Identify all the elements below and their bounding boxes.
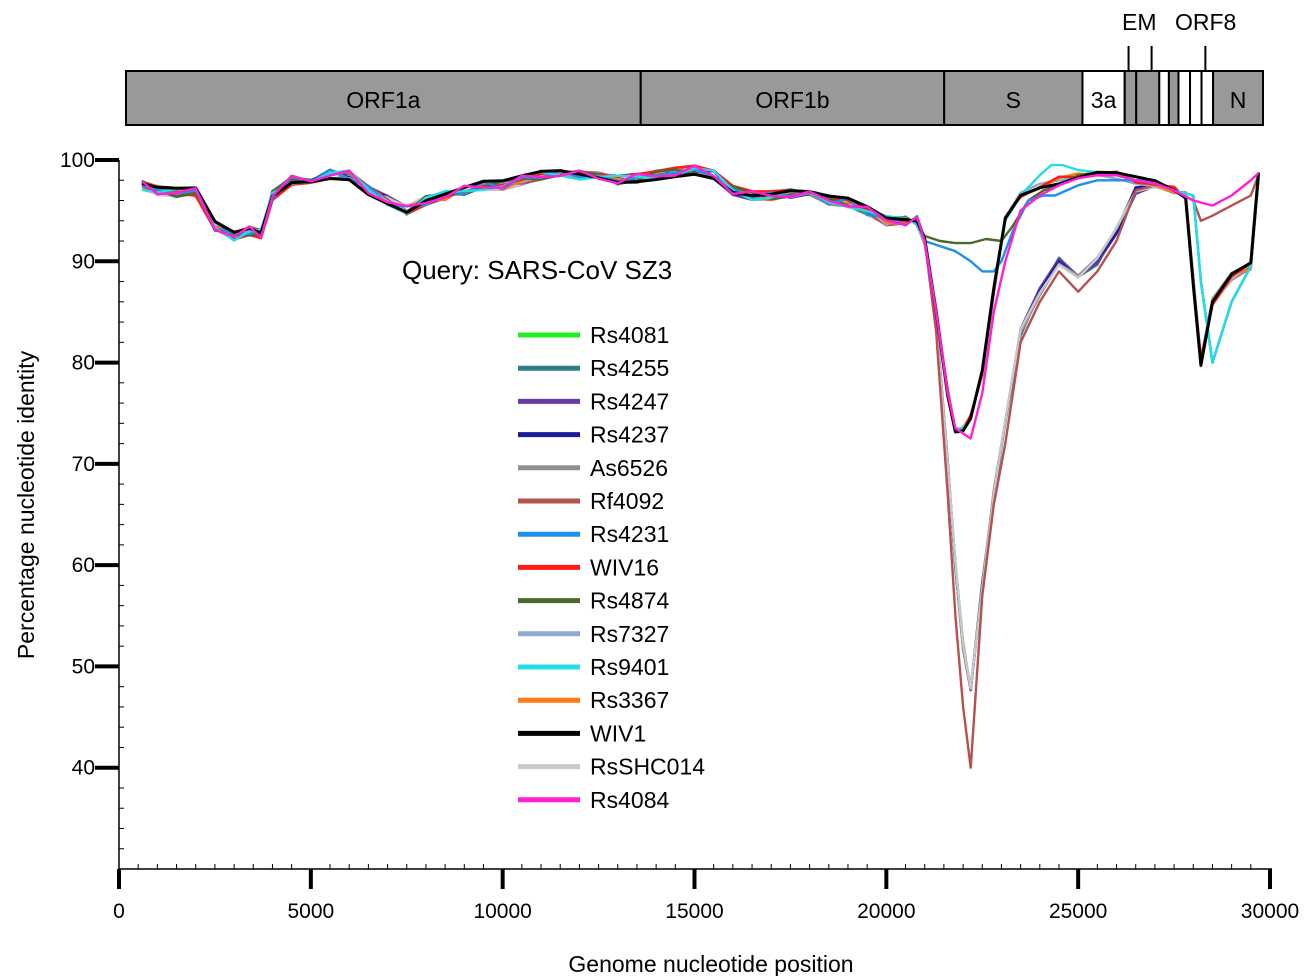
query-annotation: Query: SARS-CoV SZ3 bbox=[402, 255, 672, 285]
series-line-rsshc014 bbox=[141, 170, 1260, 690]
gene-block-4 bbox=[1123, 70, 1138, 126]
x-tick-label: 5000 bbox=[287, 900, 334, 923]
series-line-rs3367 bbox=[141, 167, 1260, 434]
y-tick-label: 60 bbox=[72, 554, 95, 577]
legend-label-rs7327: Rs7327 bbox=[590, 621, 669, 647]
legend-label-rs9401: Rs9401 bbox=[590, 654, 669, 680]
y-tick-label: 80 bbox=[72, 352, 95, 375]
series-line-wiv1 bbox=[141, 169, 1260, 434]
gene-label-2: S bbox=[1006, 87, 1021, 113]
gene-block-7 bbox=[1167, 70, 1180, 126]
legend-label-rs4874: Rs4874 bbox=[590, 588, 669, 614]
y-tick-label: 100 bbox=[60, 149, 95, 172]
x-tick-label: 25000 bbox=[1049, 900, 1107, 923]
legend-label-wiv1: WIV1 bbox=[590, 720, 646, 746]
legend-label-rs4237: Rs4237 bbox=[590, 422, 669, 448]
y-tick-label: 50 bbox=[72, 655, 95, 678]
gene-label-11: N bbox=[1230, 87, 1247, 113]
series-line-rs4084 bbox=[141, 164, 1260, 440]
legend-label-as6526: As6526 bbox=[590, 455, 668, 481]
plot-lines bbox=[141, 163, 1260, 769]
gene-block-10 bbox=[1200, 70, 1215, 126]
gene-block-5 bbox=[1135, 70, 1161, 126]
legend-label-rf4092: Rf4092 bbox=[590, 488, 664, 514]
gene-label-0: ORF1a bbox=[346, 87, 420, 113]
gene-block-0 bbox=[125, 70, 642, 126]
legend-label-wiv16: WIV16 bbox=[590, 554, 659, 580]
gene-block-6 bbox=[1158, 70, 1170, 126]
plot-axes: 40 50 60 70 80 90 100 0 5000 10000 15000 20000 25000… bbox=[60, 149, 1299, 923]
gene-label-3: 3a bbox=[1091, 87, 1117, 113]
series-line-rs4237 bbox=[141, 168, 1260, 692]
series-line-rs4247 bbox=[141, 170, 1260, 692]
x-tick-label: 10000 bbox=[473, 900, 531, 923]
legend-label-rs4255: Rs4255 bbox=[590, 355, 669, 381]
y-axis-title: Percentage nucleotide identity bbox=[13, 350, 39, 659]
series-line-wiv16 bbox=[141, 164, 1260, 433]
legend-label-rs4084: Rs4084 bbox=[590, 787, 669, 813]
y-tick-label: 90 bbox=[72, 250, 95, 273]
x-tick-label: 20000 bbox=[857, 900, 915, 923]
series-line-as6526 bbox=[141, 164, 1260, 691]
y-tick-label: 70 bbox=[72, 453, 95, 476]
series-line-rf4092 bbox=[141, 166, 1260, 769]
marker-label-1: ORF8 bbox=[1175, 9, 1236, 35]
series-line-rs7327 bbox=[141, 168, 1260, 432]
gene-block-1 bbox=[639, 70, 946, 126]
y-tick-label: 40 bbox=[72, 757, 95, 780]
series-line-rs9401 bbox=[141, 163, 1260, 430]
series-line-rs4255 bbox=[141, 165, 1260, 691]
gene-block-11 bbox=[1212, 70, 1265, 126]
legend-label-rs4231: Rs4231 bbox=[590, 521, 669, 547]
legend: Rs4081 Rs4255 Rs4247 Rs4237 As6526 Rf4092 Rs42… bbox=[518, 322, 705, 813]
legend-label-rs4247: Rs4247 bbox=[590, 388, 669, 414]
gene-label-1: ORF1b bbox=[755, 87, 829, 113]
x-axis-title: Genome nucleotide position bbox=[568, 951, 853, 976]
legend-label-rsshc014: RsSHC014 bbox=[590, 754, 705, 780]
x-tick-label: 0 bbox=[113, 900, 125, 923]
legend-label-rs4081: Rs4081 bbox=[590, 322, 669, 348]
marker-label-0: EM bbox=[1122, 9, 1157, 35]
gene-block-2 bbox=[943, 70, 1084, 126]
x-tick-label: 15000 bbox=[665, 900, 723, 923]
series-line-rs4231 bbox=[141, 167, 1260, 364]
series-line-rs4081 bbox=[141, 166, 1260, 690]
gene-block-9 bbox=[1189, 70, 1203, 126]
gene-block-8 bbox=[1177, 70, 1192, 126]
x-tick-label: 30000 bbox=[1241, 900, 1299, 923]
genome-map: ORF1a ORF1b S 3a N EM ORF8 bbox=[125, 9, 1265, 126]
legend-label-rs3367: Rs3367 bbox=[590, 687, 669, 713]
